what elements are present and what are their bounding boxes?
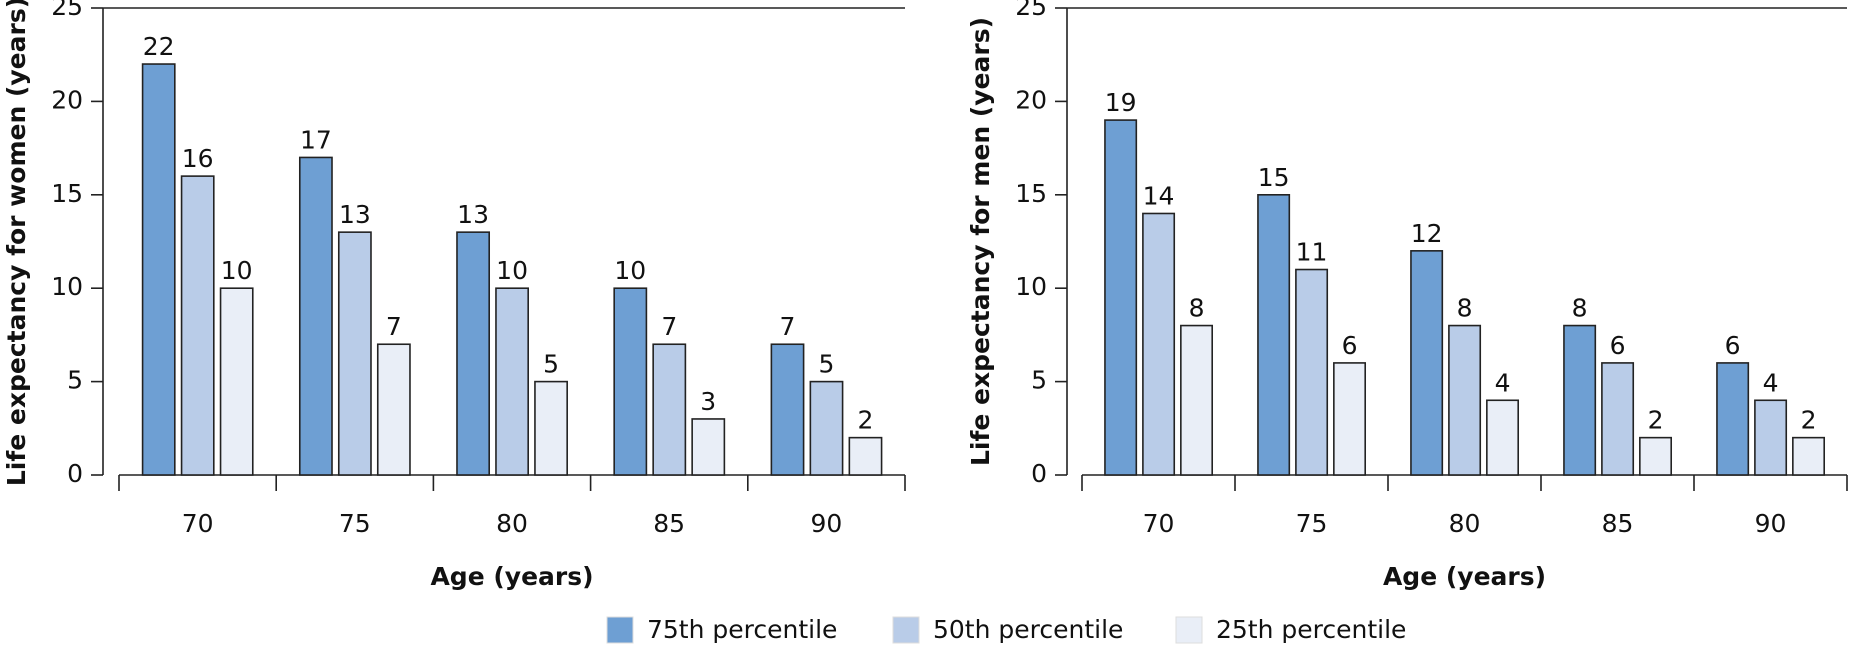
value-label: 6 — [1342, 331, 1358, 360]
value-label: 7 — [386, 312, 402, 341]
value-label: 12 — [1411, 219, 1443, 248]
bar — [180, 175, 215, 476]
bar — [848, 436, 883, 476]
value-label: 10 — [614, 256, 646, 285]
value-label: 19 — [1105, 88, 1137, 117]
bar — [1257, 194, 1291, 476]
y-tick-label: 0 — [67, 459, 83, 488]
x-tick-label: 80 — [496, 509, 528, 538]
value-label: 10 — [221, 256, 253, 285]
bar — [1333, 362, 1367, 476]
value-label: 8 — [1572, 294, 1588, 323]
value-label: 7 — [780, 312, 796, 341]
value-label: 13 — [339, 200, 371, 229]
bar — [652, 343, 687, 476]
value-label: 3 — [700, 387, 716, 416]
value-label: 13 — [457, 200, 489, 229]
bar — [1563, 324, 1597, 476]
value-label: 10 — [496, 256, 528, 285]
bar — [141, 63, 176, 476]
y-tick-label: 25 — [1015, 0, 1047, 21]
y-axis-title: Life expectancy for women (years) — [2, 0, 31, 486]
bar — [1448, 324, 1482, 476]
value-label: 22 — [143, 32, 175, 61]
value-label: 17 — [300, 125, 332, 154]
y-tick-label: 15 — [1015, 179, 1047, 208]
value-label: 8 — [1189, 294, 1205, 323]
value-label: 6 — [1610, 331, 1626, 360]
bar — [691, 418, 726, 476]
value-label: 2 — [1648, 406, 1664, 435]
value-label: 14 — [1143, 181, 1175, 210]
value-label: 2 — [858, 406, 874, 435]
bar — [298, 156, 333, 476]
x-tick-label: 85 — [1602, 509, 1634, 538]
x-tick-label: 90 — [1755, 509, 1787, 538]
bar — [1104, 119, 1138, 476]
x-tick-label: 75 — [1296, 509, 1328, 538]
value-label: 2 — [1801, 406, 1817, 435]
value-label: 16 — [182, 144, 214, 173]
legend-label: 50th percentile — [933, 615, 1123, 644]
x-tick-label: 90 — [810, 509, 842, 538]
bar — [337, 231, 372, 476]
x-tick-label: 85 — [653, 509, 685, 538]
bar — [1295, 268, 1329, 476]
bar — [376, 343, 411, 476]
value-label: 5 — [819, 350, 835, 379]
bar — [1410, 250, 1444, 476]
value-label: 7 — [661, 312, 677, 341]
y-axis-title: Life expectancy for men (years) — [966, 17, 995, 466]
bar — [613, 287, 648, 476]
value-label: 11 — [1296, 238, 1328, 267]
value-label: 5 — [543, 350, 559, 379]
bar — [1601, 362, 1635, 476]
y-tick-label: 25 — [51, 0, 83, 21]
y-tick-label: 10 — [51, 272, 83, 301]
bar — [809, 380, 844, 476]
value-label: 15 — [1258, 163, 1290, 192]
bar — [219, 287, 254, 476]
bar — [1639, 436, 1673, 476]
bar — [1754, 399, 1788, 476]
value-label: 4 — [1763, 368, 1779, 397]
bar — [1716, 362, 1750, 476]
y-tick-label: 10 — [1015, 272, 1047, 301]
x-tick-label: 70 — [1143, 509, 1175, 538]
value-label: 4 — [1495, 368, 1511, 397]
value-label: 8 — [1457, 294, 1473, 323]
y-tick-label: 5 — [67, 366, 83, 395]
legend-swatch — [1175, 616, 1203, 644]
x-tick-label: 75 — [339, 509, 371, 538]
legend-label: 25th percentile — [1216, 615, 1406, 644]
y-tick-label: 20 — [1015, 85, 1047, 114]
bar — [770, 343, 805, 476]
y-tick-label: 15 — [51, 179, 83, 208]
legend-swatch — [892, 616, 920, 644]
y-tick-label: 20 — [51, 85, 83, 114]
bar — [1180, 324, 1214, 476]
legend-label: 75th percentile — [647, 615, 837, 644]
x-axis-title: Age (years) — [1383, 562, 1546, 591]
bar — [495, 287, 529, 476]
value-label: 6 — [1725, 331, 1741, 360]
bar — [1142, 212, 1176, 476]
x-tick-label: 80 — [1449, 509, 1481, 538]
y-tick-label: 0 — [1031, 459, 1047, 488]
bar — [534, 380, 568, 476]
y-tick-label: 5 — [1031, 366, 1047, 395]
bar — [1792, 436, 1826, 476]
x-tick-label: 70 — [182, 509, 214, 538]
legend-swatch — [606, 616, 634, 644]
x-axis-title: Age (years) — [430, 562, 593, 591]
bar — [456, 231, 491, 476]
bar — [1486, 399, 1520, 476]
